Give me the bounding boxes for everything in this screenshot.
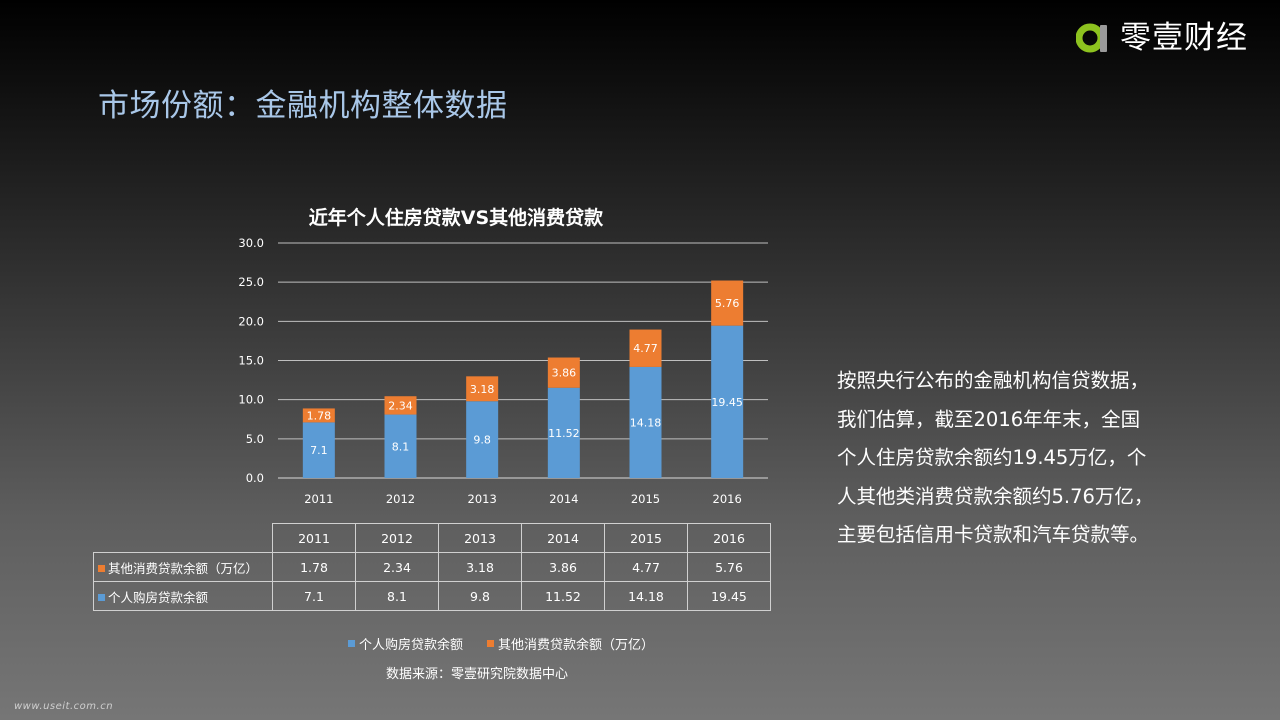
table-header-cell: 2015 xyxy=(604,523,688,553)
table-cell: 8.1 xyxy=(355,581,439,611)
table-header-row: 2011 2012 2013 2014 2015 2016 xyxy=(93,523,771,553)
table-cell: 1.78 xyxy=(272,552,356,582)
brand-name: 零壹财经 xyxy=(1120,20,1248,56)
data-label-mortgage: 8.1 xyxy=(392,440,410,453)
table-row: 个人购房贷款余额 7.1 8.1 9.8 11.52 14.18 19.45 xyxy=(93,581,771,611)
table-row: 其他消费贷款余额（万亿） 1.78 2.34 3.18 3.86 4.77 5.76 xyxy=(93,552,771,582)
bar-other-consumer xyxy=(302,408,335,423)
y-tick-label: 10.0 xyxy=(238,393,264,407)
y-tick-label: 15.0 xyxy=(238,354,264,368)
table-header-cell: 2013 xyxy=(438,523,522,553)
table-header-cell: 2012 xyxy=(355,523,439,553)
data-label-mortgage: 7.1 xyxy=(310,444,328,457)
data-label-other-consumer: 2.34 xyxy=(388,399,413,412)
y-tick-label: 25.0 xyxy=(238,275,264,289)
y-tick-label: 30.0 xyxy=(238,236,264,250)
x-tick-label: 2014 xyxy=(549,492,578,506)
legend-label-mortgage: 个人购房贷款余额 xyxy=(359,638,464,653)
bar-other-consumer xyxy=(466,376,499,402)
data-label-other-consumer: 4.77 xyxy=(633,342,658,355)
y-tick-label: 0.0 xyxy=(246,471,264,485)
data-label-other-consumer: 3.86 xyxy=(552,367,577,380)
table-cell: 2.34 xyxy=(355,552,439,582)
data-label-mortgage: 14.18 xyxy=(630,416,662,429)
legend-label-other-consumer: 其他消费贷款余额（万亿） xyxy=(498,638,655,653)
table-row-swatch xyxy=(98,593,105,601)
chart-gridlines xyxy=(278,242,768,479)
bar-other-consumer xyxy=(547,357,580,388)
description-line: 人其他类消费贷款余额约5.76万亿， xyxy=(837,484,1154,508)
data-label-mortgage: 11.52 xyxy=(548,427,580,440)
description-line: 主要包括信用卡贷款和汽车贷款等。 xyxy=(837,523,1150,546)
data-label-other-consumer: 5.76 xyxy=(715,297,740,310)
y-axis-tick-labels: 0.0 5.0 10.0 15.0 20.0 25.0 30.0 xyxy=(238,236,264,485)
bar-other-consumer xyxy=(384,396,417,415)
data-label-mortgage: 19.45 xyxy=(711,396,743,409)
table-cell: 4.77 xyxy=(604,552,688,582)
legend-item-other-consumer: 其他消费贷款余额（万亿） xyxy=(487,634,654,653)
chart-bars: 7.1 1.78 8.1 2.34 9.8 3.18 11.52 3.86 14.18 4.77 1… xyxy=(302,280,744,478)
legend-item-mortgage: 个人购房贷款余额 xyxy=(348,634,463,653)
lingyi-logo-icon xyxy=(1076,21,1112,55)
bar-other-consumer xyxy=(629,329,662,367)
table-header-cell: 2016 xyxy=(687,523,771,553)
bar-mortgage xyxy=(466,401,499,478)
table-header-cell: 2011 xyxy=(272,523,356,553)
data-label-other-consumer: 1.78 xyxy=(307,409,332,422)
source-note: 数据来源：零壹研究院数据中心 xyxy=(386,667,569,682)
description-line: 按照央行公布的金融机构信贷数据， xyxy=(837,369,1150,392)
page-title: 市场份额：金融机构整体数据 xyxy=(98,88,508,124)
table-corner-cell xyxy=(93,523,273,553)
chart-title: 近年个人住房贷款VS其他消费贷款 xyxy=(309,206,604,229)
table-cell: 9.8 xyxy=(438,581,522,611)
y-tick-label: 20.0 xyxy=(238,314,264,328)
table-row-label: 个人购房贷款余额 xyxy=(93,581,273,611)
x-tick-label: 2013 xyxy=(468,492,497,506)
x-tick-label: 2011 xyxy=(304,492,333,506)
table-cell: 7.1 xyxy=(272,581,356,611)
description-line: 个人住房贷款余额约19.45万亿，个 xyxy=(837,446,1147,469)
table-cell: 14.18 xyxy=(604,581,688,611)
table-row-label-text: 个人购房贷款余额 xyxy=(108,589,209,605)
table-cell: 5.76 xyxy=(687,552,771,582)
bar-mortgage xyxy=(384,414,417,478)
bar-mortgage xyxy=(547,387,580,478)
x-tick-label: 2012 xyxy=(386,492,415,506)
chart-data-table: 2011 2012 2013 2014 2015 2016 其他消费贷款余额（万亿） 1.78… xyxy=(93,523,771,611)
x-tick-label: 2015 xyxy=(631,492,660,506)
y-tick-label: 5.0 xyxy=(246,432,264,446)
table-header-cell: 2014 xyxy=(521,523,605,553)
legend-swatch-other-consumer xyxy=(487,640,495,647)
description-text: 按照央行公布的金融机构信贷数据， 我们估算，截至2016年年末，全国 个人住房贷… xyxy=(837,362,1237,555)
data-label-other-consumer: 3.18 xyxy=(470,383,495,396)
x-tick-label: 2016 xyxy=(713,492,742,506)
bar-mortgage xyxy=(711,325,744,478)
bar-other-consumer xyxy=(711,280,744,326)
table-row-swatch xyxy=(98,564,105,572)
table-cell: 11.52 xyxy=(521,581,605,611)
table-cell: 19.45 xyxy=(687,581,771,611)
legend-swatch-mortgage xyxy=(348,640,355,647)
table-row-label: 其他消费贷款余额（万亿） xyxy=(93,552,273,582)
table-cell: 3.86 xyxy=(521,552,605,582)
data-label-mortgage: 9.8 xyxy=(473,434,491,447)
x-axis-tick-labels: 2011 2012 2013 2014 2015 2016 xyxy=(304,492,742,506)
chart-legend: 个人购房贷款余额 其他消费贷款余额（万亿） xyxy=(348,634,654,653)
table-row-label-text: 其他消费贷款余额（万亿） xyxy=(108,560,259,576)
brand-logo: 零壹财经 xyxy=(1076,18,1248,58)
watermark: www.useit.com.cn xyxy=(14,701,114,712)
bar-mortgage xyxy=(629,366,662,478)
table-cell: 3.18 xyxy=(438,552,522,582)
bar-mortgage xyxy=(302,422,335,478)
description-line: 我们估算，截至2016年年末，全国 xyxy=(837,407,1141,431)
